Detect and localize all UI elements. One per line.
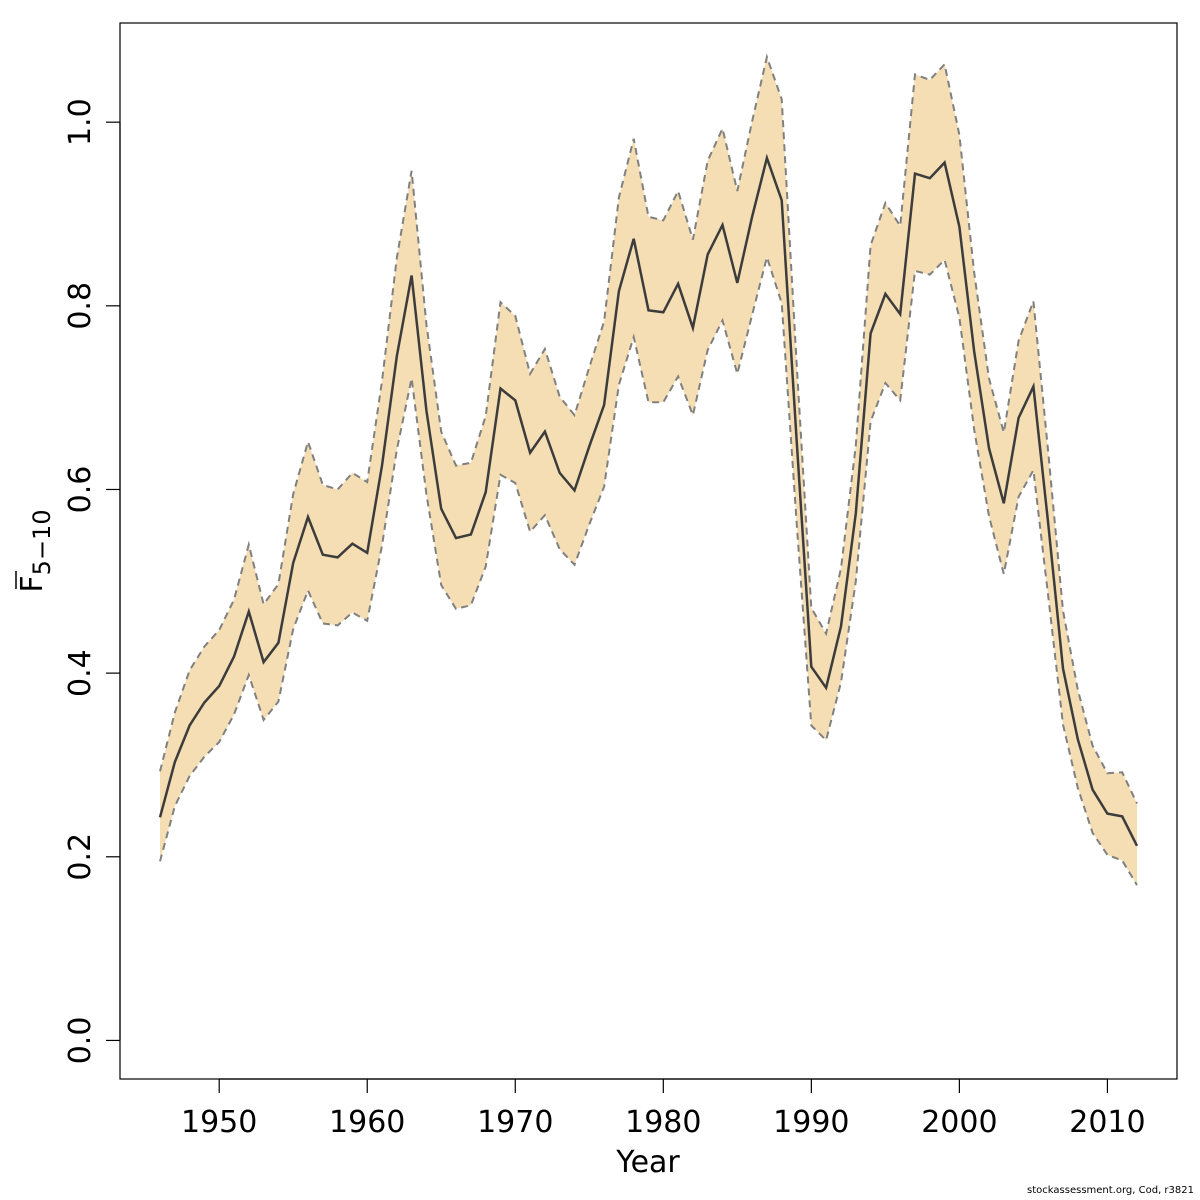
x-tick-label: 1960: [329, 1105, 405, 1140]
confidence-band: [160, 57, 1137, 886]
x-axis: 1950 1960 1970 1980 1990 2000 2010: [181, 1078, 1146, 1140]
upper-bound-line: [159, 53, 1138, 804]
x-tick-label: 1950: [181, 1105, 257, 1140]
y-tick-label: 0.8: [63, 282, 98, 330]
x-axis-title: Year: [615, 1145, 680, 1180]
y-tick-label: 0.4: [63, 649, 98, 697]
y-tick-label: 0.6: [63, 466, 98, 514]
x-tick-label: 1970: [477, 1105, 553, 1140]
y-tick-label: 0.0: [63, 1017, 98, 1065]
plot-frame: [119, 22, 1178, 1080]
x-tick-label: 2010: [1069, 1105, 1145, 1140]
footer-credit: stockassessment.org, Cod, r3821: [1027, 1185, 1194, 1196]
svg-text:F5−10: F5−10: [15, 509, 56, 592]
x-tick-label: 2000: [921, 1105, 997, 1140]
y-tick-label: 0.2: [63, 833, 98, 881]
y-axis-title-main: F: [15, 575, 50, 592]
y-axis-title-subscript: 5−10: [28, 509, 56, 575]
y-tick-label: 1.0: [63, 98, 98, 146]
x-tick-label: 1980: [625, 1105, 701, 1140]
estimate-line: [158, 153, 1139, 847]
y-axis: 0.0 0.2 0.4 0.6 0.8 1.0: [63, 98, 121, 1065]
lower-bound-line: [159, 253, 1138, 886]
x-tick-label: 1990: [773, 1105, 849, 1140]
y-axis-title: F5−10: [15, 509, 56, 592]
